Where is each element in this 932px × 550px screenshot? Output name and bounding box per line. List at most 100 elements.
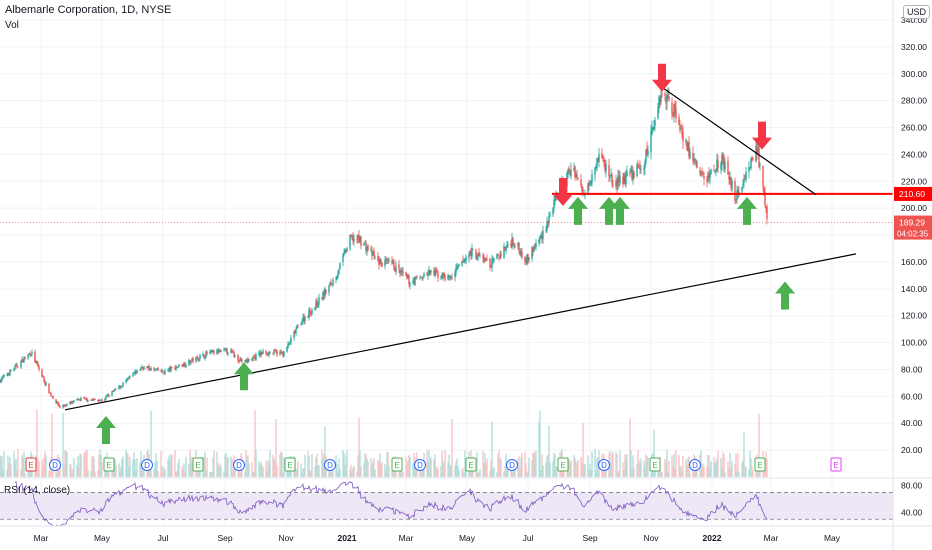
candle-body [713, 170, 715, 172]
candle-body [330, 282, 332, 285]
volume-bar [412, 463, 414, 477]
volume-bar [685, 459, 687, 477]
candle-body [43, 376, 45, 382]
candle-body [752, 159, 754, 161]
candle-body [588, 183, 590, 186]
event-badge-label: D [52, 461, 58, 470]
candle-body [723, 159, 725, 170]
candle-body [163, 372, 165, 374]
candle-body [379, 259, 381, 264]
candle-body [293, 331, 295, 339]
candle-body [76, 399, 78, 401]
candle-body [685, 139, 687, 143]
volume-bar [630, 450, 632, 477]
candle-body [55, 399, 57, 403]
volume-bar [300, 463, 302, 477]
volume-bar [666, 449, 668, 477]
rsi-axis-label: 80.00 [901, 481, 923, 491]
candle-body [759, 164, 761, 166]
candle-body [378, 259, 380, 266]
currency-badge[interactable]: USD [903, 5, 931, 19]
candle-body [590, 180, 592, 184]
volume-bar [723, 453, 725, 477]
volume-bar [736, 470, 738, 477]
candle-body [441, 275, 443, 279]
candle-body [339, 262, 341, 270]
resistance-price-label: 210.60 [899, 189, 925, 199]
candle-body [703, 175, 705, 179]
candle-body [493, 258, 495, 261]
candle-body [211, 350, 213, 352]
volume-bar [715, 461, 717, 477]
volume-bar [49, 468, 51, 477]
candle-body [730, 177, 732, 188]
volume-bar [188, 464, 190, 477]
volume-bar [114, 459, 116, 477]
candle-body [693, 159, 695, 161]
volume-bar [258, 461, 260, 477]
volume-bar [379, 453, 381, 477]
candle-body [317, 305, 319, 307]
candle-body [391, 260, 393, 263]
candle-body [289, 342, 291, 344]
candle-body [139, 369, 141, 371]
dividend-badge [414, 459, 426, 471]
candle-body [119, 386, 121, 388]
candle-body [265, 350, 267, 354]
candle-body [615, 180, 617, 187]
volume-bar [387, 452, 389, 477]
volume-bar [583, 464, 585, 477]
candle-body [364, 242, 366, 244]
volume-bar [177, 463, 179, 477]
candle-body [107, 394, 109, 396]
volume-bar [374, 469, 376, 477]
candle-body [80, 397, 82, 401]
volume-bar [371, 464, 373, 477]
price-axis-label: 240.00 [901, 149, 927, 159]
candle-body [764, 192, 766, 206]
volume-bar [484, 453, 486, 477]
candle-body [164, 370, 166, 374]
candle-body [392, 261, 394, 264]
candle-body [455, 267, 457, 274]
volume-bar [552, 461, 554, 477]
volume-bar [429, 458, 431, 477]
volume-bar [136, 458, 138, 477]
candle-body [244, 360, 246, 362]
candle-body [497, 253, 499, 256]
volume-bar [86, 450, 88, 477]
volume-bar [609, 450, 611, 477]
volume-bar [107, 471, 109, 477]
event-badge-label: D [601, 461, 607, 470]
volume-bar [618, 470, 620, 477]
candle-body [279, 351, 281, 355]
volume-bar [119, 470, 121, 477]
candle-body [83, 398, 85, 399]
volume-bar [422, 466, 424, 477]
volume-bar [622, 462, 624, 477]
candle-body [751, 156, 753, 160]
candle-body [505, 247, 507, 252]
candle-body [73, 400, 75, 403]
volume-bar [336, 463, 338, 477]
candle-body [689, 151, 691, 159]
candle-body [580, 178, 582, 186]
candle-body [385, 259, 387, 261]
volume-bar [478, 472, 480, 477]
volume-bar [232, 469, 234, 477]
candle-body [155, 369, 157, 371]
candle-body [608, 164, 610, 177]
volume-bar [275, 419, 277, 477]
volume-bar [226, 457, 228, 477]
volume-bar [153, 469, 155, 477]
volume-bar [436, 467, 438, 477]
volume-bar [497, 453, 499, 477]
volume-bar [483, 462, 485, 477]
volume-bar [126, 452, 128, 477]
volume-bar [210, 472, 212, 477]
candle-body [692, 152, 694, 162]
candle-body [98, 400, 100, 402]
candle-body [206, 351, 208, 354]
volume-bar [538, 422, 540, 477]
